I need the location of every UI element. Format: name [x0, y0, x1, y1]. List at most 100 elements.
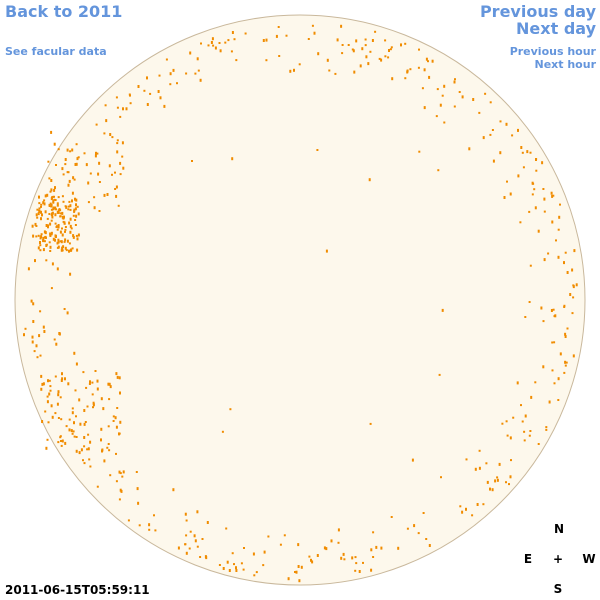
- next-day-link[interactable]: Next day: [516, 19, 596, 38]
- facula: [50, 233, 53, 236]
- facula: [572, 296, 575, 299]
- facula: [227, 39, 230, 42]
- facula: [411, 458, 414, 462]
- facular-link[interactable]: See facular data: [5, 45, 107, 58]
- facula: [50, 188, 53, 192]
- facula: [221, 430, 224, 433]
- facula: [59, 436, 62, 439]
- facula: [48, 204, 51, 207]
- facula: [86, 405, 89, 408]
- facula: [35, 235, 38, 238]
- facula: [154, 529, 157, 532]
- facula: [427, 60, 429, 63]
- facula: [40, 233, 43, 236]
- facula: [73, 351, 76, 355]
- facula: [297, 565, 300, 568]
- facula: [298, 63, 301, 66]
- facula: [471, 514, 474, 517]
- facula: [105, 119, 108, 123]
- facula: [122, 470, 125, 474]
- back-link[interactable]: Back to 2011: [5, 2, 123, 21]
- facula: [49, 222, 52, 226]
- facula: [380, 546, 383, 550]
- facula: [418, 150, 421, 153]
- facula: [58, 332, 61, 335]
- facula: [566, 327, 569, 330]
- facula: [478, 449, 481, 452]
- facula: [492, 159, 495, 163]
- facula: [498, 462, 501, 466]
- facula: [54, 186, 56, 190]
- facula: [98, 210, 101, 212]
- facula: [52, 206, 55, 210]
- facula: [51, 196, 53, 200]
- facula: [530, 395, 533, 399]
- facula: [252, 552, 255, 556]
- facula: [117, 204, 120, 207]
- facula: [559, 203, 561, 206]
- facula: [311, 560, 314, 564]
- next-hour-link[interactable]: Next hour: [534, 58, 597, 71]
- previous-hour-link[interactable]: Previous hour: [509, 45, 596, 58]
- facula: [39, 241, 41, 244]
- facula: [129, 94, 131, 97]
- facula: [337, 528, 340, 532]
- facula: [313, 31, 316, 35]
- facula: [115, 185, 118, 189]
- facula: [229, 408, 232, 411]
- facula: [60, 248, 63, 252]
- facula: [347, 44, 350, 46]
- facula: [107, 382, 110, 386]
- facula: [364, 38, 367, 41]
- facula: [441, 308, 444, 312]
- facula: [55, 164, 57, 166]
- facula: [255, 571, 258, 574]
- facula: [484, 92, 487, 95]
- facula: [49, 190, 52, 193]
- facula: [214, 46, 217, 50]
- facula: [69, 150, 72, 153]
- facula: [76, 237, 79, 241]
- facula: [39, 249, 42, 252]
- facula: [491, 488, 494, 492]
- facula: [148, 523, 151, 527]
- facula: [372, 556, 375, 558]
- facula: [116, 139, 119, 142]
- facula: [56, 202, 59, 206]
- facula: [115, 194, 118, 198]
- facula: [89, 440, 92, 444]
- facula: [50, 203, 53, 207]
- facula: [231, 552, 234, 555]
- compass-south: S: [553, 582, 563, 596]
- facula: [146, 103, 149, 106]
- facula: [80, 448, 83, 452]
- facula: [116, 375, 119, 379]
- facula: [102, 407, 105, 411]
- facula: [138, 524, 141, 527]
- facula: [564, 335, 567, 338]
- facula: [491, 129, 494, 131]
- facula: [122, 107, 124, 111]
- facula: [50, 214, 53, 217]
- facula: [108, 449, 111, 452]
- facula: [557, 399, 560, 401]
- facula: [115, 96, 118, 99]
- facula: [57, 393, 60, 397]
- facula: [418, 48, 420, 51]
- facula: [380, 58, 383, 62]
- facula: [54, 238, 56, 242]
- facula: [573, 249, 576, 253]
- facula: [46, 395, 49, 398]
- facula: [49, 250, 52, 252]
- facula: [65, 249, 68, 252]
- facula: [520, 404, 522, 407]
- facula: [277, 26, 280, 28]
- facula: [78, 451, 81, 455]
- facula: [109, 474, 112, 477]
- facula: [197, 69, 200, 72]
- facula: [165, 58, 168, 61]
- facula: [265, 59, 268, 62]
- facula: [77, 156, 80, 159]
- previous-day-link[interactable]: Previous day: [479, 2, 596, 21]
